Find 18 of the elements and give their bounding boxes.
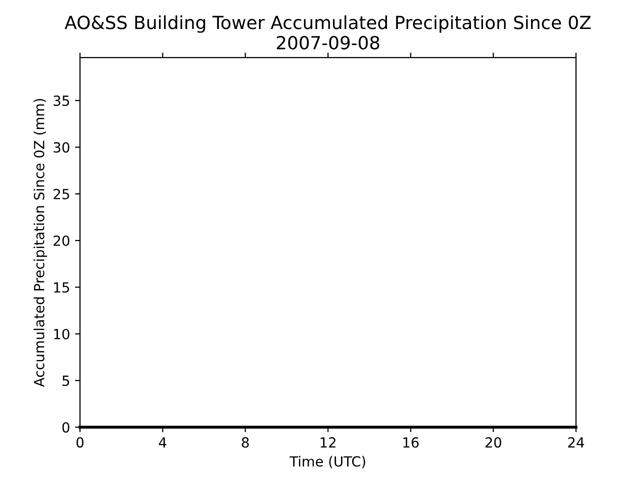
x-tick-label: 8 <box>242 437 249 448</box>
y-tick-label: 25 <box>54 188 70 200</box>
y-tick-label: 20 <box>54 236 70 246</box>
y-tick-label: 0 <box>62 422 70 433</box>
x-axis-title: Time (UTC) <box>290 456 366 468</box>
x-tick-label: 0 <box>76 437 84 448</box>
x-tick-label: 20 <box>486 437 502 448</box>
y-tick-label: 5 <box>62 376 70 386</box>
x-tick-label: 24 <box>568 437 584 448</box>
x-tick-label: 12 <box>320 437 336 448</box>
y-tick-label: 35 <box>54 96 70 106</box>
y-tick-label: 10 <box>54 328 70 340</box>
y-axis-title: Accumulated Precipitation Since 0Z (mm) <box>34 98 48 387</box>
y-tick-label: 15 <box>54 282 70 293</box>
x-tick-label: 16 <box>403 437 419 448</box>
x-tick-label: 4 <box>158 437 166 448</box>
y-tick-label: 30 <box>54 142 70 153</box>
chart-title: AO&SS Building Tower Accumulated Precipitation Since 0Z 2007-09-08 <box>64 15 591 50</box>
